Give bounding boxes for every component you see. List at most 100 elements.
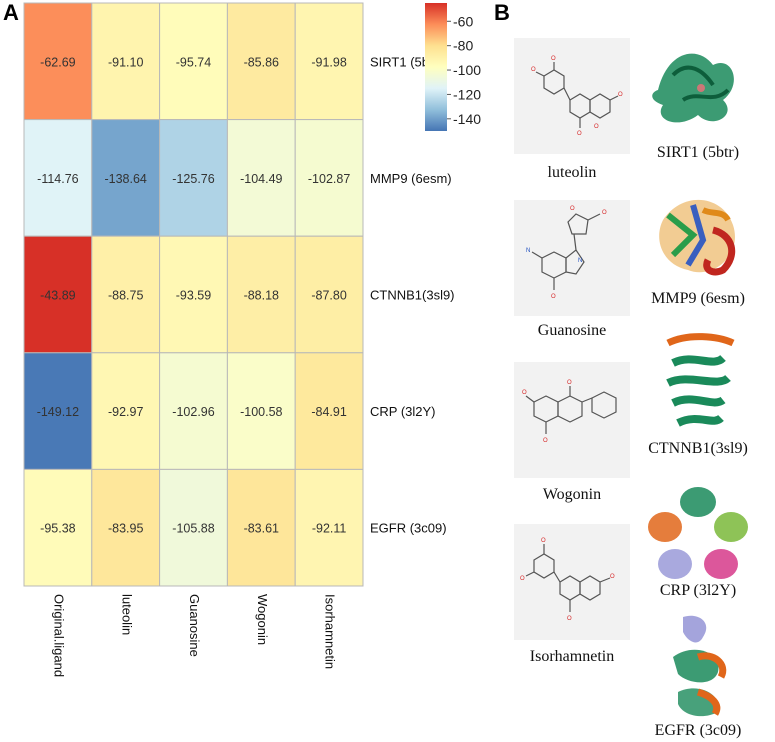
- svg-text:O: O: [577, 131, 582, 137]
- cell-value-label: -102.96: [172, 405, 214, 419]
- row-label: SIRT1 (5btr): [370, 54, 441, 69]
- svg-text:O: O: [531, 67, 536, 73]
- row-label: CTNNB1(3sl9): [370, 288, 455, 303]
- caption-ctnnb1: CTNNB1(3sl9): [648, 440, 748, 457]
- colorbar-tick-label: -120: [453, 86, 481, 102]
- heatmap-cell: [23, 468, 93, 587]
- egfr-protein-icon: [673, 615, 727, 717]
- guanosine-structure: N N O O O: [514, 200, 630, 316]
- column-label: luteolin: [119, 594, 134, 635]
- isorhamnetin-structure-icon: O O O O: [520, 538, 615, 622]
- colorbar-tick-label: -80: [453, 38, 473, 54]
- row-label: MMP9 (6esm): [370, 171, 452, 186]
- cell-value-label: -91.10: [108, 55, 143, 69]
- svg-text:O: O: [551, 294, 556, 300]
- cell-value-label: -149.12: [37, 405, 79, 419]
- colorbar-tick-label: -60: [453, 13, 473, 29]
- caption-guanosine: Guanosine: [537, 322, 607, 339]
- caption-mmp9: MMP9 (6esm): [651, 290, 745, 307]
- sirt1-protein-icon: [652, 53, 734, 123]
- row-label: EGFR (3c09): [370, 521, 447, 536]
- cell-value-label: -87.80: [311, 289, 346, 303]
- svg-text:O: O: [570, 206, 575, 212]
- cell-value-label: -104.49: [240, 172, 282, 186]
- heatmap-cell: [23, 352, 93, 470]
- cell-value-label: -125.76: [172, 172, 214, 186]
- cell-value-label: -43.89: [40, 289, 75, 303]
- mmp9-protein-icon: [659, 199, 736, 276]
- heatmap-cell: [294, 2, 364, 121]
- caption-wogonin: Wogonin: [542, 486, 602, 503]
- svg-text:O: O: [551, 56, 556, 62]
- cell-value-label: -138.64: [104, 172, 146, 186]
- caption-luteolin: luteolin: [547, 164, 597, 181]
- isorhamnetin-structure: O O O O: [514, 524, 630, 640]
- heatmap-cell: [159, 235, 228, 354]
- heatmap-cell: [226, 235, 296, 354]
- heatmap-cell: [159, 352, 228, 470]
- cell-value-label: -105.88: [172, 522, 214, 536]
- cell-value-label: -95.38: [40, 522, 75, 536]
- colorbar-tick-label: -100: [453, 62, 481, 78]
- svg-text:O: O: [602, 210, 607, 216]
- sirt1-protein-image: [643, 30, 753, 140]
- svg-text:O: O: [520, 576, 525, 582]
- cell-value-label: -100.58: [240, 405, 282, 419]
- column-label: Isorhamnetin: [323, 594, 338, 669]
- svg-text:N: N: [578, 258, 582, 264]
- heatmap-cell: [91, 352, 161, 470]
- svg-text:O: O: [594, 124, 599, 130]
- caption-sirt1: SIRT1 (5btr): [656, 144, 740, 161]
- heatmap-cell: [159, 2, 228, 121]
- svg-text:O: O: [567, 616, 572, 622]
- crp-protein-icon: [648, 487, 748, 579]
- cell-value-label: -114.76: [37, 172, 79, 186]
- mmp9-protein-image: [643, 180, 753, 290]
- guanosine-structure-icon: N N O O O: [526, 206, 607, 300]
- column-label: Guanosine: [187, 594, 202, 657]
- heatmap-cell: [294, 352, 364, 470]
- heatmap-cell: [294, 119, 364, 237]
- svg-text:O: O: [522, 390, 527, 396]
- heatmap-cell: [226, 468, 296, 587]
- heatmap-cell: [23, 2, 93, 121]
- colorbar-tick-label: -140: [453, 111, 481, 127]
- cell-value-label: -84.91: [311, 405, 346, 419]
- cell-value-label: -88.18: [244, 289, 279, 303]
- svg-text:O: O: [618, 92, 623, 98]
- cell-value-label: -83.95: [108, 522, 143, 536]
- heatmap-chart: -62.69 -91.10 -95.74 -85.86 -91.98 SIRT1 (5bt…: [23, 2, 481, 677]
- svg-text:O: O: [541, 538, 546, 544]
- heatmap-cell: [294, 235, 364, 354]
- panel-label-a: A: [3, 0, 19, 25]
- heatmap-cell: [226, 119, 296, 237]
- cell-value-label: -92.11: [312, 522, 347, 536]
- heatmap-cell: [226, 2, 296, 121]
- heatmap-cell: [294, 468, 364, 587]
- caption-isorhamnetin: Isorhamnetin: [529, 648, 615, 665]
- column-label: Wogonin: [255, 594, 270, 645]
- heatmap-cell: [23, 119, 93, 237]
- heatmap-cell: [91, 119, 161, 237]
- crp-protein-image: [643, 482, 753, 592]
- wogonin-structure-icon: O O O: [522, 380, 617, 444]
- cell-value-label: -85.86: [244, 55, 279, 69]
- cell-value-label: -102.87: [308, 172, 350, 186]
- cell-value-label: -93.59: [176, 289, 211, 303]
- svg-text:N: N: [526, 248, 530, 254]
- heatmap-cell: [226, 352, 296, 470]
- panel-label-b: B: [494, 0, 510, 25]
- caption-egfr: EGFR (3c09): [654, 722, 742, 739]
- heatmap-cell: [23, 235, 93, 354]
- colorbar: [425, 3, 447, 131]
- svg-text:O: O: [543, 438, 548, 444]
- caption-crp: CRP (3l2Y): [659, 582, 737, 599]
- cell-value-label: -83.61: [244, 522, 279, 536]
- cell-value-label: -62.69: [40, 55, 75, 69]
- column-label: Original.ligand: [51, 594, 66, 677]
- row-label: CRP (3l2Y): [370, 404, 436, 419]
- luteolin-structure: O O O O O: [514, 38, 630, 154]
- cell-value-label: -92.97: [108, 405, 143, 419]
- heatmap-cell: [91, 468, 161, 587]
- cell-value-label: -91.98: [311, 55, 346, 69]
